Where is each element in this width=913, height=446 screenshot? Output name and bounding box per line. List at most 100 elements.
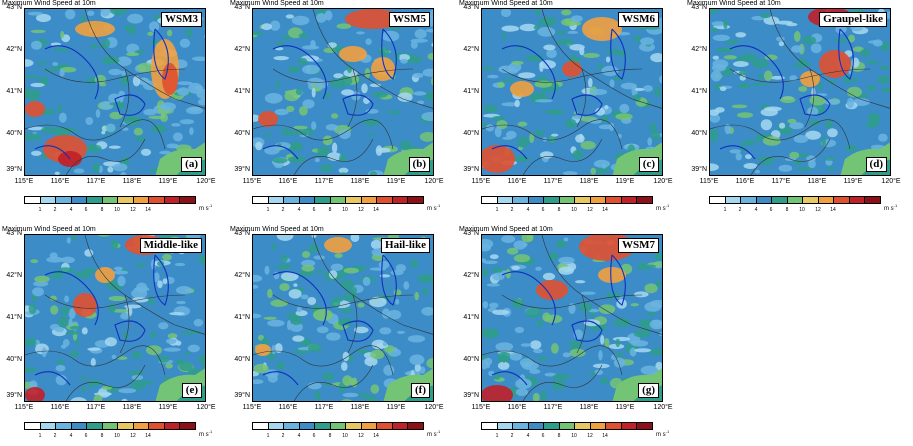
field-patch	[431, 42, 433, 47]
field-patch	[486, 283, 500, 287]
field-patch	[759, 13, 772, 19]
field-patch	[253, 313, 262, 319]
field-patch	[55, 374, 67, 386]
panel-letter: (b)	[408, 157, 430, 172]
colorbar-tick-label: 12	[130, 207, 136, 213]
field-patch	[25, 75, 40, 79]
field-patch	[71, 235, 77, 241]
latitude-label: 43°N	[463, 230, 479, 237]
field-patch	[763, 70, 773, 82]
field-patch	[825, 119, 833, 129]
field-patch	[132, 75, 141, 87]
high-wind-patch	[510, 81, 534, 97]
field-patch	[140, 148, 152, 156]
high-wind-patch	[313, 309, 333, 321]
field-patch	[808, 159, 816, 169]
longitude-label: 117°E	[771, 178, 791, 185]
map-field	[25, 235, 205, 401]
field-patch	[866, 84, 876, 91]
field-patch	[640, 37, 655, 45]
field-patch	[108, 295, 127, 302]
longitude-label: 115°E	[242, 178, 262, 185]
field-patch	[506, 130, 517, 139]
field-patch	[601, 163, 607, 169]
field-patch	[809, 95, 827, 106]
field-patch	[512, 155, 530, 162]
field-patch	[60, 30, 65, 39]
field-patch	[524, 56, 536, 60]
latitude-label: 42°N	[691, 46, 707, 53]
field-patch	[542, 272, 556, 281]
province-boundary	[710, 119, 851, 150]
colorbar-segment	[299, 197, 316, 203]
field-patch	[710, 114, 721, 123]
colorbar-segment	[268, 197, 285, 203]
field-patch	[514, 99, 520, 108]
colorbar-segment	[528, 423, 545, 429]
field-patch	[739, 74, 747, 81]
panel-title: Maximum Wind Speed at 10m	[2, 226, 96, 233]
field-patch	[518, 146, 523, 151]
latitude-label: 41°N	[6, 88, 22, 95]
wind-contour	[153, 28, 169, 80]
field-patch	[311, 87, 316, 98]
field-patch	[342, 375, 353, 386]
colorbar	[24, 422, 196, 430]
colorbar-segment	[408, 423, 424, 429]
colorbar-segment	[40, 197, 57, 203]
field-patch	[87, 10, 95, 16]
field-patch	[179, 38, 191, 48]
colorbar-segment	[772, 197, 788, 203]
field-patch	[710, 70, 722, 82]
field-patch	[341, 399, 353, 401]
colorbar-tick-label: 8	[557, 433, 561, 439]
field-patch	[414, 291, 419, 301]
field-patch	[175, 359, 185, 365]
field-patch	[350, 235, 360, 242]
field-patch	[176, 300, 186, 305]
field-patch	[793, 135, 809, 143]
wind-contour	[262, 371, 299, 386]
field-patch	[760, 119, 773, 131]
province-boundary	[119, 294, 130, 354]
field-patch	[104, 337, 117, 347]
field-patch	[609, 79, 615, 88]
field-patch	[59, 69, 65, 77]
field-patch	[719, 86, 727, 92]
field-patch	[594, 369, 604, 376]
map-field	[253, 9, 433, 175]
field-patch	[280, 271, 299, 282]
colorbar-tick-label: 2	[510, 207, 514, 213]
field-patch	[860, 48, 871, 57]
colorbar-segment	[606, 423, 622, 429]
field-patch	[491, 267, 504, 273]
field-patch	[356, 393, 370, 397]
field-patch	[760, 156, 775, 162]
field-patch	[84, 144, 102, 153]
colorbar-segment	[102, 197, 119, 203]
field-patch	[543, 44, 556, 51]
latitude-label: 41°N	[463, 314, 479, 321]
field-patch	[342, 392, 359, 398]
colorbar-segment	[40, 423, 57, 429]
field-patch	[349, 286, 357, 295]
field-patch	[540, 390, 547, 401]
field-patch	[169, 312, 185, 316]
field-patch	[28, 303, 37, 315]
wind-speed-map: WSM3 (a)	[24, 8, 206, 176]
field-patch	[287, 65, 301, 73]
field-patch	[613, 318, 631, 328]
field-patch	[501, 102, 519, 107]
colorbar-tick-label: 8	[328, 207, 332, 213]
field-patch	[313, 255, 326, 260]
colorbar-segment	[149, 197, 165, 203]
field-patch	[341, 89, 354, 96]
field-patch	[362, 276, 371, 286]
field-patch	[157, 355, 170, 363]
colorbar-segment	[803, 197, 819, 203]
field-patch	[101, 130, 106, 135]
field-patch	[482, 301, 489, 309]
colorbar-segment	[102, 423, 119, 429]
field-patch	[160, 113, 169, 122]
wind-contour	[272, 271, 327, 326]
